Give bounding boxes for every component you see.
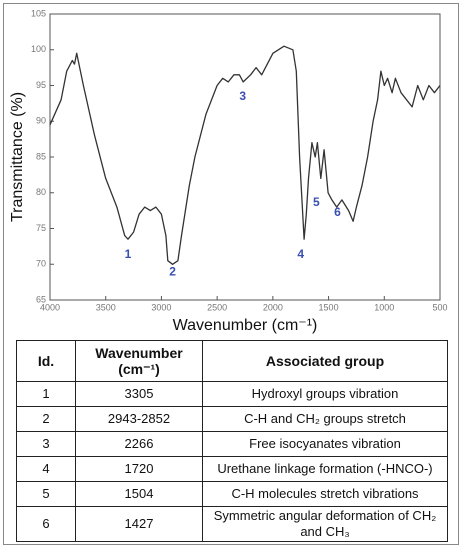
- table: Id. Wavenumber (cm⁻¹) Associated group 1 33…: [16, 340, 448, 542]
- table-cell: C-H molecules stretch vibrations: [202, 481, 448, 507]
- table-cell: 3305: [75, 381, 203, 407]
- y-tick-label: 65: [36, 294, 46, 304]
- spectrum-line: [49, 45, 441, 265]
- x-tick-label: 1500: [319, 302, 339, 312]
- table-cell: 2266: [75, 431, 203, 457]
- chart: Wavenumber (cm⁻¹) Transmittance (%) 65 70…: [9, 8, 447, 334]
- table-cell: Hydroxyl groups vibration: [202, 381, 448, 407]
- table-cell: 5: [16, 481, 76, 507]
- peak-label: 3: [239, 89, 246, 103]
- table-cell: 1504: [75, 481, 203, 507]
- table-row: 6 1427 Symmetric angular deformation of CH…: [16, 506, 448, 542]
- peak-label: 5: [313, 195, 320, 209]
- x-axis-label: Wavenumber (cm⁻¹): [173, 317, 318, 334]
- table-cell: Urethane linkage formation (-HNCO-): [202, 456, 448, 482]
- peak-label: 6: [334, 205, 341, 219]
- x-tick-label: 500: [432, 302, 447, 312]
- x-tick-label: 3000: [151, 302, 171, 312]
- x-tick-label: 2000: [263, 302, 283, 312]
- table-cell: 6: [16, 506, 76, 542]
- table-row: 2 2943-2852 C-H and CH₂ groups stretch: [16, 406, 448, 432]
- table-row: 4 1720 Urethane linkage formation (-HNCO-): [16, 456, 448, 482]
- y-tick-label: 100: [31, 44, 46, 54]
- table-cell: 3: [16, 431, 76, 457]
- table-cell: Symmetric angular deformation of CH₂ and…: [202, 506, 448, 542]
- table-row: 3 2266 Free isocyanates vibration: [16, 431, 448, 457]
- y-tick-label: 80: [36, 187, 46, 197]
- y-tick-label: 70: [36, 259, 46, 269]
- x-tick-label: 4000: [40, 302, 60, 312]
- x-tick-label: 1000: [374, 302, 394, 312]
- header-cell: Id.: [16, 340, 76, 382]
- y-tick-label: 95: [36, 80, 46, 90]
- header-row: Id. Wavenumber (cm⁻¹) Associated group: [16, 340, 448, 382]
- y-tick-label: 85: [36, 151, 46, 161]
- header-cell: Wavenumber (cm⁻¹): [75, 340, 203, 382]
- x-tick-label: 2500: [207, 302, 227, 312]
- y-tick-label: 90: [36, 116, 46, 126]
- y-tick-label: 105: [31, 8, 46, 18]
- header-cell: Associated group: [202, 340, 448, 382]
- frame: [3, 3, 459, 545]
- plot-frame: [49, 13, 441, 301]
- peak-label: 2: [169, 264, 176, 278]
- peak-label: 4: [297, 247, 304, 261]
- table-cell: C-H and CH₂ groups stretch: [202, 406, 448, 432]
- table-cell: 1720: [75, 456, 203, 482]
- x-tick-label: 3500: [96, 302, 116, 312]
- table-cell: 2943-2852: [75, 406, 203, 432]
- table-row: 5 1504 C-H molecules stretch vibrations: [16, 481, 448, 507]
- table-body: 1 3305 Hydroxyl groups vibration 2 2943-2852…: [16, 381, 448, 542]
- y-tick-label: 75: [36, 223, 46, 233]
- peak-label: 1: [125, 247, 132, 261]
- y-axis-label: Transmittance (%): [9, 92, 26, 222]
- table-row: 1 3305 Hydroxyl groups vibration: [16, 381, 448, 407]
- table-cell: 1: [16, 381, 76, 407]
- table-cell: 4: [16, 456, 76, 482]
- table-cell: Free isocyanates vibration: [202, 431, 448, 457]
- table-cell: 1427: [75, 506, 203, 542]
- table-cell: 2: [16, 406, 76, 432]
